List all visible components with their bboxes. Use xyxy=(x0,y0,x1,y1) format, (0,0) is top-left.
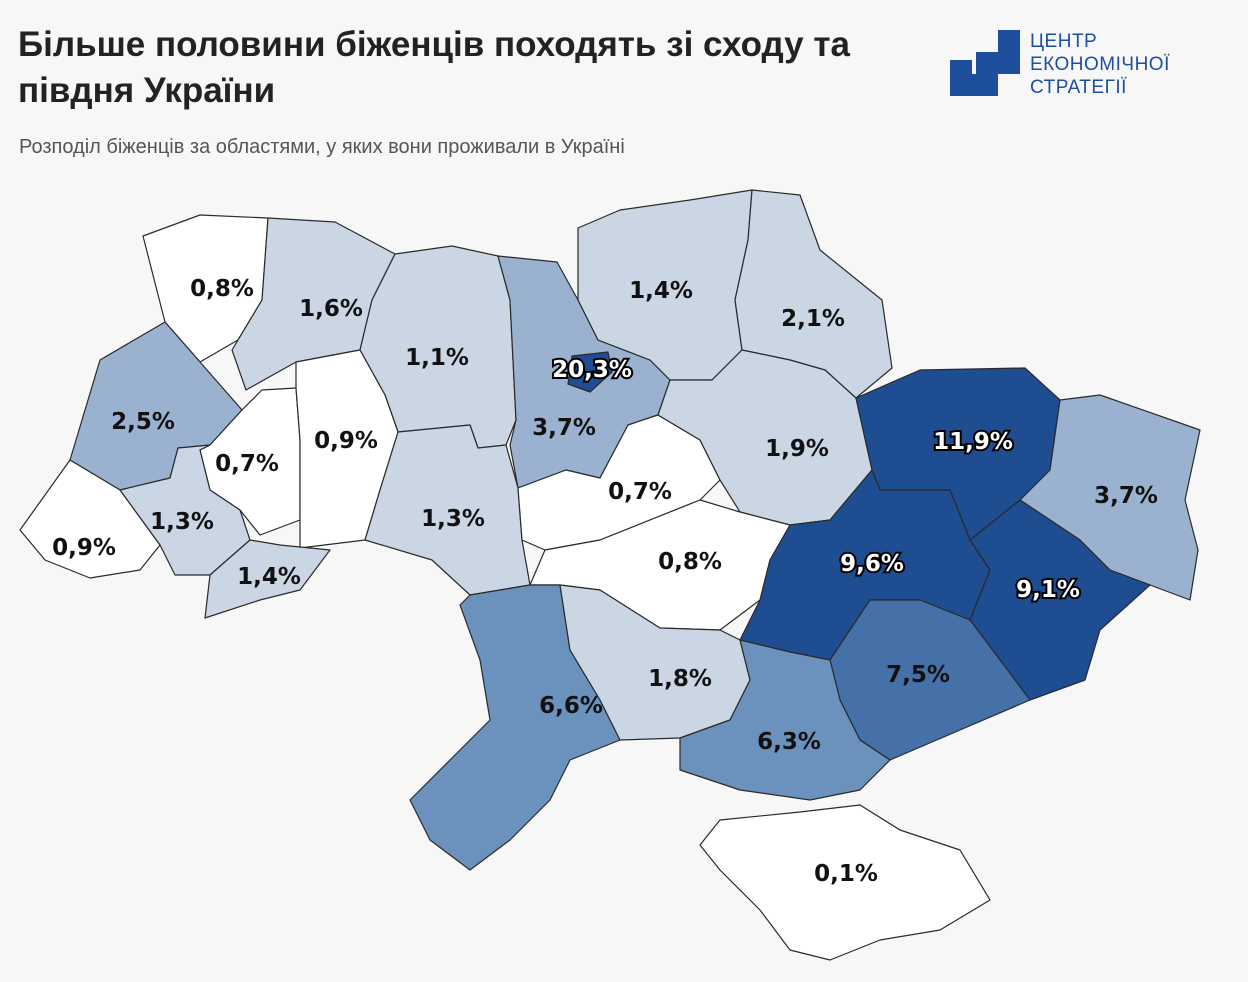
region-label-chernivtsi: 1,4% xyxy=(237,564,301,590)
region-label-donetsk: 9,1% xyxy=(1016,577,1080,603)
region-label-volyn: 0,8% xyxy=(190,276,254,302)
region-label-luhansk: 3,7% xyxy=(1094,483,1158,509)
region-label-rivne: 1,6% xyxy=(299,296,363,322)
chart-title: Більше половини біженців походять зі схо… xyxy=(18,25,850,110)
ces-logo: ЦЕНТР ЕКОНОМІЧНОЇ СТРАТЕГІЇ xyxy=(950,30,1200,102)
region-label-kherson: 6,3% xyxy=(757,729,821,755)
logo-line-2: ЕКОНОМІЧНОЇ xyxy=(1030,54,1170,75)
region-label-ternopil: 0,7% xyxy=(215,451,279,477)
region-label-kirovohrad: 0,8% xyxy=(658,549,722,575)
logo-steps-icon xyxy=(950,30,1020,96)
region-luhansk xyxy=(1019,394,1201,601)
region-label-chernihiv: 1,4% xyxy=(629,278,693,304)
region-crimea xyxy=(699,804,991,961)
region-label-zaporizhzhia: 7,5% xyxy=(886,662,950,688)
logo-line-1: ЦЕНТР xyxy=(1030,31,1098,52)
region-label-dnipropetrovsk: 9,6% xyxy=(840,551,904,577)
logo-line-3: СТРАТЕГІЇ xyxy=(1030,77,1127,98)
region-label-cherkasy: 0,7% xyxy=(608,479,672,505)
region-label-crimea: 0,1% xyxy=(814,861,878,887)
region-label-sumy: 2,1% xyxy=(781,306,845,332)
ukraine-choropleth-map: 0,8% 1,6% 1,1% 20,3% 3,7% 1,4% 2,1% 2,5% 0,7% 0,9… xyxy=(19,189,1201,961)
region-label-zakarpattia: 0,9% xyxy=(52,535,116,561)
region-donetsk xyxy=(969,499,1151,701)
region-label-khmelnytskyi: 0,9% xyxy=(314,428,378,454)
region-label-zhytomyr: 1,1% xyxy=(405,345,469,371)
region-label-vinnytsia: 1,3% xyxy=(421,506,485,532)
logo-text: ЦЕНТР ЕКОНОМІЧНОЇ СТРАТЕГІЇ xyxy=(1030,30,1170,99)
region-label-poltava: 1,9% xyxy=(765,436,829,462)
region-vinnytsia xyxy=(364,424,531,596)
region-label-kyiv-city: 20,3% xyxy=(552,357,632,383)
region-ivano-frankivsk xyxy=(119,444,251,576)
region-label-mykolaiv: 1,8% xyxy=(648,666,712,692)
region-label-odesa: 6,6% xyxy=(539,693,603,719)
region-kyiv-city xyxy=(567,351,613,393)
region-label-lviv: 2,5% xyxy=(111,409,175,435)
region-label-kyiv-oblast: 3,7% xyxy=(532,415,596,441)
region-label-kharkiv: 11,9% xyxy=(933,429,1013,455)
chart-subtitle: Розподіл біженців за областями, у яких в… xyxy=(19,136,625,158)
region-kherson xyxy=(679,639,891,801)
region-label-ivano-frankivsk: 1,3% xyxy=(150,509,214,535)
region-chernivtsi xyxy=(204,539,331,619)
